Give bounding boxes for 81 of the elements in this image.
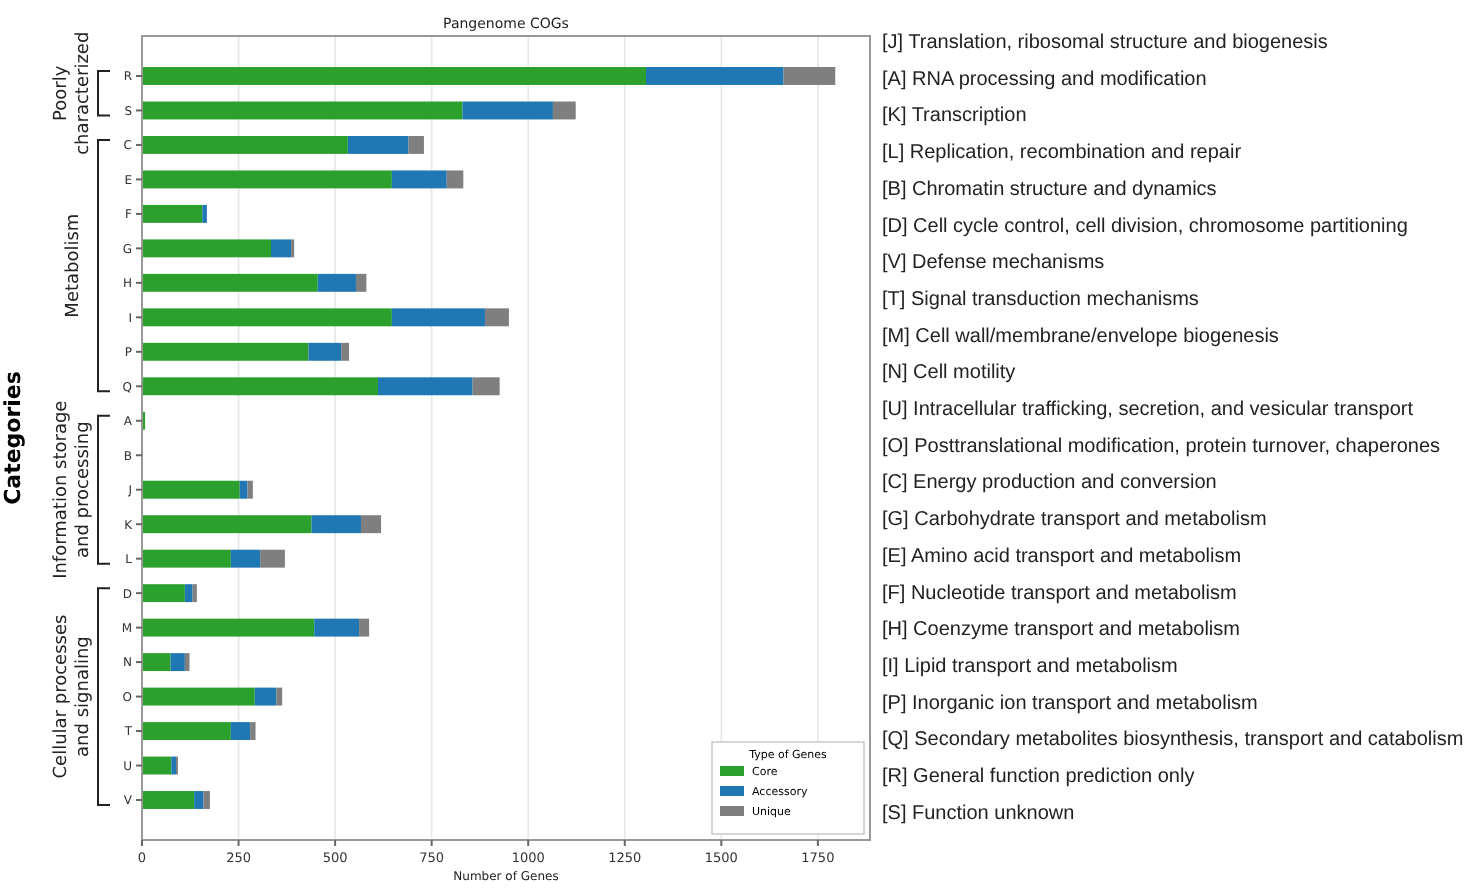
text: [Q] Secondary metabolites biosynthesis, transport and catabolism [882, 729, 1464, 752]
text: [E] Amino acid transport and metabolism [882, 545, 1242, 568]
bar [142, 239, 271, 258]
bar [377, 377, 473, 396]
bar [391, 308, 485, 327]
text: [A] RNA processing and modification [882, 68, 1207, 91]
text: [B] Chromatin structure and dynamics [882, 178, 1217, 201]
text: Metabolism [64, 213, 84, 318]
bar [783, 67, 836, 85]
bar [341, 342, 350, 361]
bar [270, 239, 292, 258]
text: [G] Carbohydrate transport and metabolism [882, 509, 1267, 532]
bar [408, 135, 424, 154]
bar [276, 687, 283, 706]
bar [142, 308, 392, 327]
text: Information storage and processing [52, 399, 94, 579]
bar [247, 480, 253, 499]
bar [250, 722, 256, 741]
bar [142, 170, 392, 189]
text: [P] Inorganic ion transport and metabolism [882, 692, 1258, 715]
bar [142, 515, 312, 534]
text: [K] Transcription [882, 105, 1027, 128]
bar [230, 722, 251, 741]
text: [C] Energy production and conversion [882, 472, 1217, 495]
bar [142, 101, 463, 120]
bar [355, 273, 367, 292]
bar [184, 584, 193, 603]
bar [446, 170, 464, 189]
bar [142, 204, 203, 223]
text: [S] Function unknown [882, 802, 1075, 825]
y-axis-title: Categories [0, 370, 26, 505]
bar [142, 791, 195, 809]
bar [170, 653, 185, 672]
bar [230, 549, 261, 568]
bar [194, 791, 204, 809]
bar [359, 618, 370, 637]
text: [L] Replication, recombination and repair [882, 142, 1243, 165]
text: [N] Cell motility [882, 362, 1016, 385]
bar [142, 584, 185, 603]
bar [462, 101, 553, 120]
bar [347, 135, 409, 154]
text: [F] Nucleotide transport and metabolism [882, 582, 1237, 605]
bar [317, 273, 356, 292]
text: [U] Intracellular trafficking, secretion, and vesicular transport [882, 399, 1414, 421]
bar [142, 756, 172, 775]
text: [R] General function prediction only [882, 766, 1195, 788]
text: Poorly characterized [52, 31, 94, 155]
bar [142, 549, 231, 568]
bar [142, 135, 348, 154]
bar [314, 618, 360, 637]
bar [391, 170, 447, 189]
bar [142, 67, 646, 85]
bar [646, 67, 784, 85]
bar [142, 342, 309, 361]
text: [O] Posttranslational modification, protein turnover, chaperones [882, 435, 1441, 458]
bar [308, 342, 342, 361]
bar [184, 653, 190, 672]
text: [J] Translation, ribosomal structure and biogenesis [882, 32, 1328, 54]
text: [H] Coenzyme transport and metabolism [882, 619, 1240, 642]
bar [142, 687, 255, 706]
bar [142, 653, 171, 672]
bar [260, 549, 285, 568]
text: [T] Signal transduction mechanisms [882, 288, 1199, 311]
bar [552, 101, 576, 120]
bar [142, 273, 318, 292]
bar [142, 480, 240, 499]
text: [V] Defense mechanisms [882, 252, 1105, 275]
text: [M] Cell wall/membrane/envelope biogenesis [882, 325, 1279, 348]
bar [254, 687, 277, 706]
text: Cellular processes and signaling [52, 614, 94, 779]
bar [360, 515, 382, 534]
bar [484, 308, 509, 327]
bar [472, 377, 500, 396]
text: [I] Lipid transport and metabolism [882, 655, 1178, 678]
bar [142, 377, 378, 396]
bar [203, 791, 210, 809]
bar [142, 722, 231, 741]
text: [D] Cell cycle control, cell division, chromosome partitioning [882, 215, 1408, 238]
bar [142, 618, 315, 637]
bar [239, 480, 248, 499]
bar [311, 515, 361, 534]
